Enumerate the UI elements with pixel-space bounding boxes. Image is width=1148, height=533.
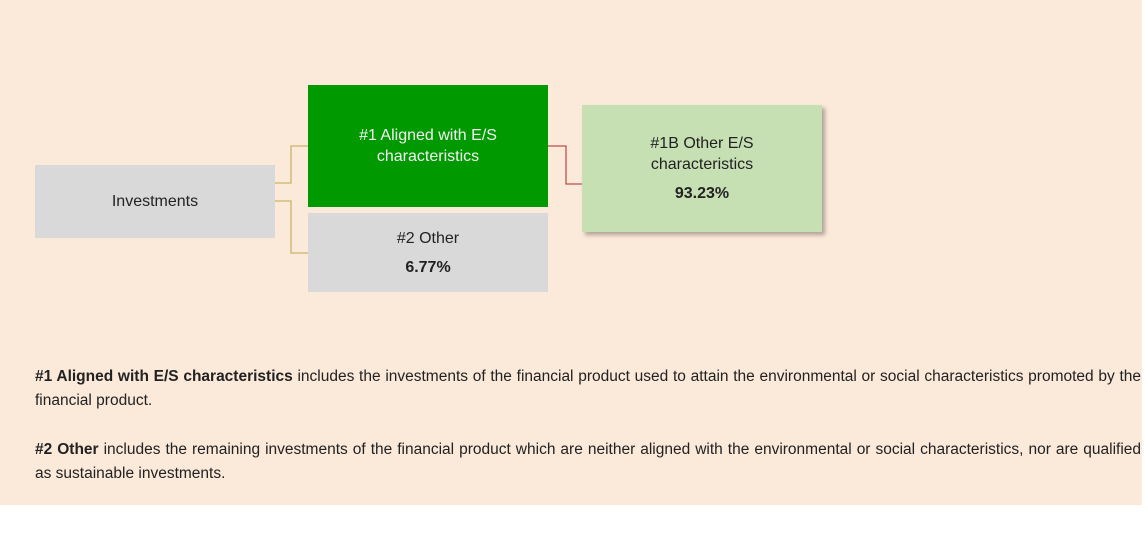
node: #1B Other E/S characteristics 93.23% (582, 105, 822, 232)
node-label: #2 Other (396, 229, 460, 247)
note-text: includes the investments of the financia… (35, 368, 1141, 409)
node: #1 Aligned with E/S characteristics (308, 85, 548, 207)
node-value: 93.23% (674, 185, 730, 202)
node: Investments (35, 165, 275, 238)
connector (548, 145, 582, 185)
note: #1 Aligned with E/S characteristics incl… (35, 365, 1141, 413)
node-label: Investments (111, 193, 199, 210)
node: #2 Other 6.77% (308, 213, 548, 292)
node-value: 6.77% (405, 258, 451, 276)
connector (275, 200, 308, 254)
node-label: #1B Other E/S characteristics (650, 135, 754, 173)
background-panel (0, 0, 1142, 505)
note-term: #2 Other (35, 441, 99, 458)
note-term: #1 Aligned with E/S characteristics (35, 368, 293, 385)
connector (275, 145, 308, 184)
note: #2 Other includes the remaining investme… (35, 438, 1141, 486)
node-label: #1 Aligned with E/S characteristics (359, 127, 497, 165)
note-text: includes the remaining investments of th… (35, 441, 1142, 482)
